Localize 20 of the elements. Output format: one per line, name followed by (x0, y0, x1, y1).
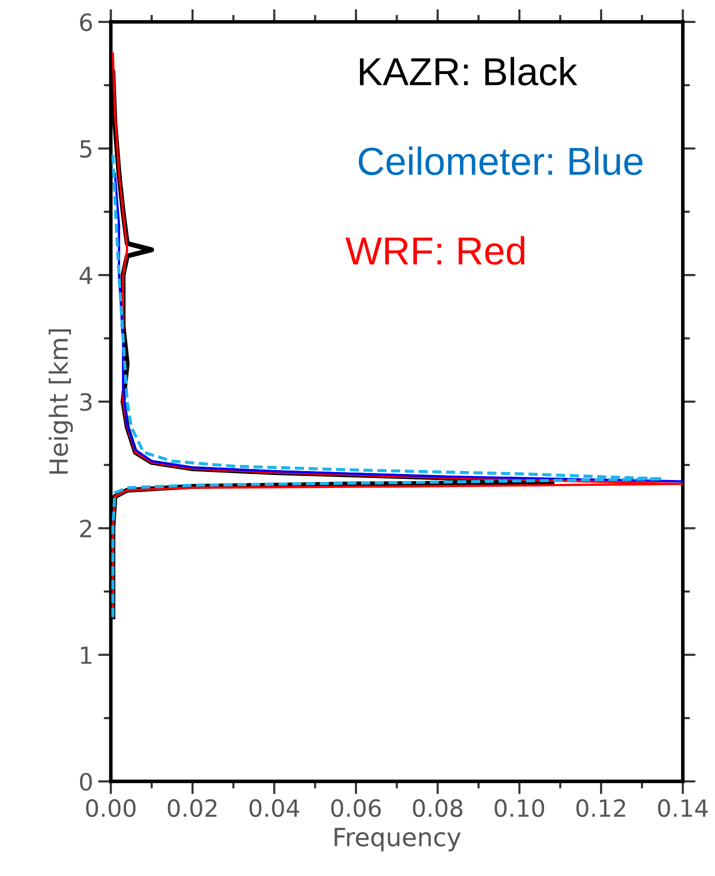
y-axis-title: Height [km] (48, 329, 73, 474)
x-tick-label: 0.14 (658, 799, 708, 818)
y-tick-label: 1 (81, 646, 92, 664)
y-tick-label: 6 (80, 13, 92, 32)
x-tick-label: 0.06 (331, 799, 381, 818)
x-tick-label: 0.12 (576, 799, 626, 818)
y-tick-label: 3 (80, 393, 92, 411)
annotation: KAZR: Black (360, 56, 578, 86)
y-tick-label: 5 (80, 140, 92, 158)
x-tick-label: 0.10 (494, 799, 544, 818)
x-tick-label: 0.08 (412, 799, 462, 818)
y-tick-label: 0 (80, 772, 92, 791)
y-tick-label: 2 (80, 520, 92, 538)
x-tick-label: 0.04 (250, 799, 300, 818)
x-tick-label: 0.00 (86, 799, 136, 818)
y-tick-label: 4 (80, 266, 92, 284)
x-tick-label: 0.02 (168, 799, 216, 818)
annotation: Ceilometer: Blue (358, 146, 643, 176)
annotation: WRF: Red (346, 236, 524, 265)
x-axis-title: Frequency (334, 828, 461, 852)
